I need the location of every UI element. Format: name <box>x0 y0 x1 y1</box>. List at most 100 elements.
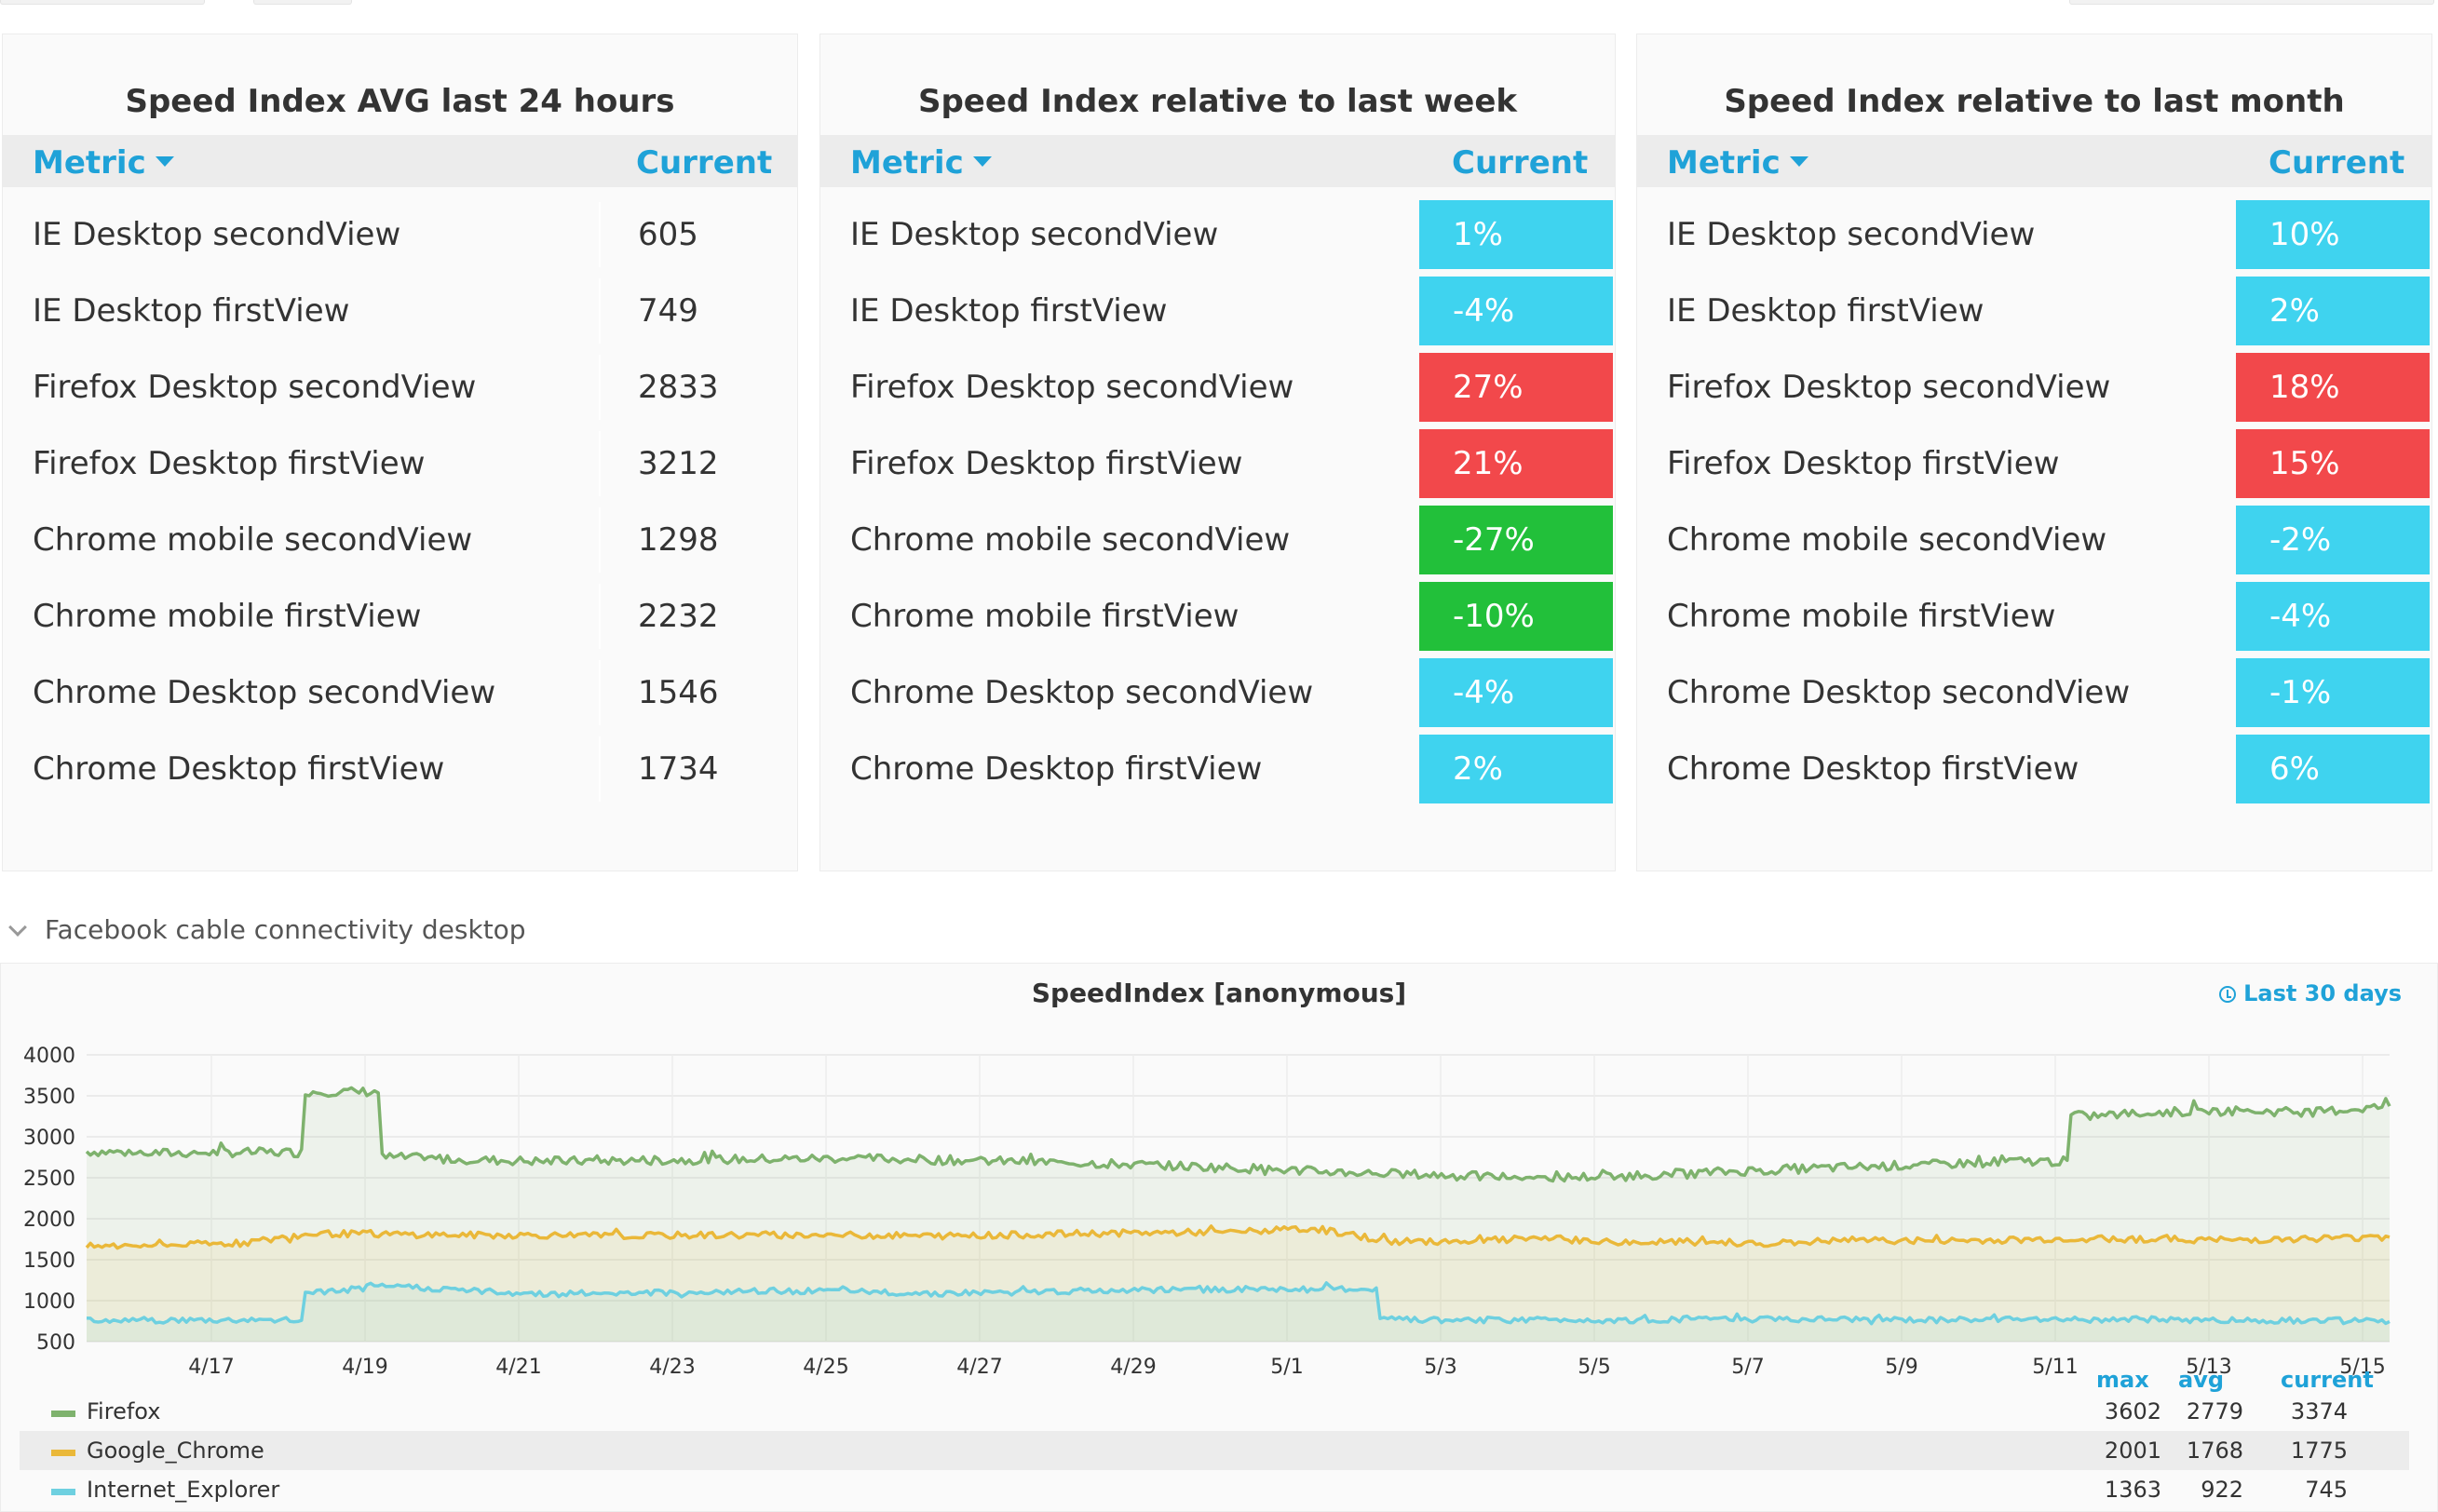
y-tick-label: 1000 <box>23 1290 75 1314</box>
metric-name: Chrome mobile firstView <box>1667 598 2056 635</box>
table-row: Firefox Desktop firstView 3212 <box>3 427 797 500</box>
graph-title: SpeedIndex [anonymous] <box>1031 978 1407 1008</box>
metric-name: Chrome mobile secondView <box>1667 521 2107 559</box>
table-row: Firefox Desktop firstView 15% <box>1637 427 2431 500</box>
line-chart: 500 1000 1500 2000 2500 3000 3500 4000 4/17 4/19… <box>23 1045 2391 1379</box>
x-tick-label: 5/11 <box>2032 1356 2078 1379</box>
current-value-cell: 15% <box>2236 429 2430 498</box>
column-separator <box>599 736 601 802</box>
current-value-cell: -10% <box>1419 582 1613 651</box>
table-row: Chrome mobile secondView -2% <box>1637 504 2431 576</box>
y-tick-label: 500 <box>36 1331 75 1355</box>
metric-name: IE Desktop secondView <box>850 216 1219 253</box>
current-value: 3212 <box>638 445 719 482</box>
column-separator <box>599 202 601 267</box>
current-column-header[interactable]: Current <box>636 144 773 182</box>
legend-header-avg[interactable]: avg <box>2178 1367 2225 1393</box>
metric-name: Chrome Desktop secondView <box>33 674 496 711</box>
current-value: 1734 <box>638 750 719 788</box>
x-tick-label: 5/13 <box>2186 1356 2231 1379</box>
legend-header-max[interactable]: max <box>2096 1367 2149 1393</box>
metric-name: Firefox Desktop secondView <box>850 369 1294 406</box>
table-row: Firefox Desktop secondView 2833 <box>3 351 797 424</box>
series-avg: 1768 <box>2186 1438 2243 1464</box>
metric-name: IE Desktop secondView <box>1667 216 2036 253</box>
series-area <box>87 1225 2390 1342</box>
x-tick-label: 4/21 <box>495 1356 541 1379</box>
table-row: Chrome Desktop firstView 6% <box>1637 733 2431 805</box>
time-range-link[interactable]: Last 30 days <box>2219 973 2402 1014</box>
table-header: Metric Current <box>820 135 1615 187</box>
panel-title: Speed Index relative to last month <box>1724 83 2345 120</box>
series-line <box>86 1281 2391 1326</box>
speed-index-24h-panel: Speed Index AVG last 24 hours Metric Cur… <box>2 34 798 871</box>
current-value-cell: 21% <box>1419 429 1613 498</box>
row-section-header[interactable]: Facebook cable connectivity desktop <box>0 907 526 953</box>
column-separator <box>599 507 601 573</box>
current-value-cell: 18% <box>2236 353 2430 422</box>
current-value: 2833 <box>638 369 719 406</box>
series-area <box>87 1087 2390 1342</box>
x-tick-label: 5/9 <box>1885 1356 1917 1379</box>
metric-column-header[interactable]: Metric <box>1667 142 1808 183</box>
series-name[interactable]: Google_Chrome <box>87 1438 264 1464</box>
table-row: Chrome Desktop secondView 1546 <box>3 656 797 729</box>
metric-name: Chrome mobile secondView <box>850 521 1291 559</box>
table-row: IE Desktop secondView 1% <box>820 198 1615 271</box>
x-tick-label: 5/15 <box>2339 1356 2385 1379</box>
metric-name: IE Desktop secondView <box>33 216 401 253</box>
legend-header-current[interactable]: current <box>2281 1367 2374 1393</box>
legend-row[interactable]: Internet_Explorer 1363 922 745 <box>20 1470 2409 1509</box>
series-name[interactable]: Internet_Explorer <box>87 1477 280 1503</box>
current-value-cell: -1% <box>2236 658 2430 727</box>
x-tick-label: 5/5 <box>1578 1356 1610 1379</box>
x-tick-label: 4/27 <box>956 1356 1002 1379</box>
metric-name: Chrome mobile secondView <box>33 521 473 559</box>
column-separator <box>599 355 601 420</box>
series-swatch <box>51 1450 75 1456</box>
current-value: 605 <box>638 216 698 253</box>
column-separator <box>599 660 601 725</box>
metric-name: Firefox Desktop firstView <box>850 445 1243 482</box>
x-tick-label: 5/7 <box>1731 1356 1764 1379</box>
toolbar-fragment <box>0 0 205 5</box>
metric-name: Chrome mobile firstView <box>33 598 422 635</box>
table-row: Chrome mobile secondView 1298 <box>3 504 797 576</box>
current-column-header[interactable]: Current <box>2269 144 2405 182</box>
section-title: Facebook cable connectivity desktop <box>45 914 526 945</box>
table-row: Chrome Desktop firstView 2% <box>820 733 1615 805</box>
current-value-cell: -2% <box>2236 506 2430 574</box>
y-tick-label: 2000 <box>23 1208 75 1232</box>
table-row: Chrome mobile secondView -27% <box>820 504 1615 576</box>
legend-row[interactable]: Google_Chrome 2001 1768 1775 <box>20 1431 2409 1470</box>
panel-title: Speed Index AVG last 24 hours <box>125 83 675 120</box>
current-value: 2232 <box>638 598 719 635</box>
series-current: 745 <box>2305 1477 2348 1503</box>
chevron-down-icon[interactable] <box>8 918 27 937</box>
table-row: Firefox Desktop firstView 21% <box>820 427 1615 500</box>
y-tick-label: 1500 <box>23 1249 75 1273</box>
metric-name: Chrome Desktop secondView <box>1667 674 2131 711</box>
x-tick-label: 5/3 <box>1424 1356 1456 1379</box>
metric-column-header[interactable]: Metric <box>33 142 174 183</box>
current-column-header[interactable]: Current <box>1452 144 1589 182</box>
y-tick-label: 3000 <box>23 1127 75 1150</box>
x-tick-label: 4/19 <box>342 1356 387 1379</box>
series-swatch <box>51 1411 75 1417</box>
metric-name: Firefox Desktop firstView <box>33 445 426 482</box>
series-name[interactable]: Firefox <box>87 1398 161 1424</box>
metric-column-header[interactable]: Metric <box>850 142 992 183</box>
metric-name: Chrome mobile firstView <box>850 598 1239 635</box>
table-row: Chrome Desktop secondView -1% <box>1637 656 2431 729</box>
table-row: Chrome Desktop secondView -4% <box>820 656 1615 729</box>
metric-name: Chrome Desktop secondView <box>850 674 1314 711</box>
table-row: Chrome Desktop firstView 1734 <box>3 733 797 805</box>
table-header: Metric Current <box>3 135 797 187</box>
series-max: 2001 <box>2104 1438 2161 1464</box>
legend-row[interactable]: Firefox 3602 2779 3374 <box>20 1392 2409 1431</box>
y-tick-label: 2500 <box>23 1168 75 1191</box>
table-row: IE Desktop firstView 2% <box>1637 275 2431 347</box>
table-row: Chrome mobile firstView 2232 <box>3 580 797 653</box>
column-separator <box>599 584 601 649</box>
table-header: Metric Current <box>1637 135 2431 187</box>
